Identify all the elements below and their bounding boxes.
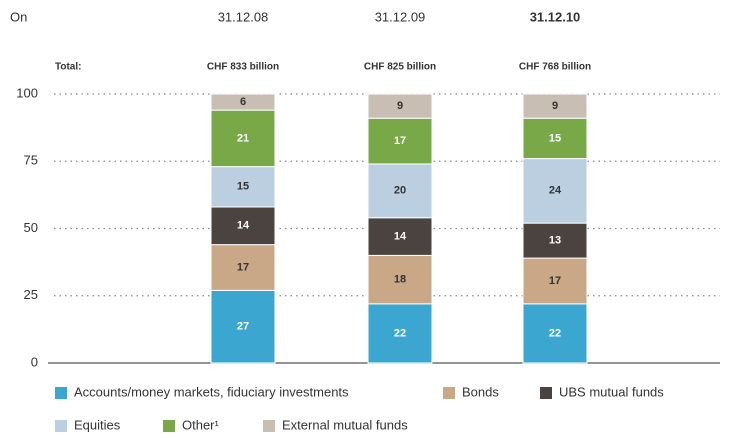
y-tick-label: 100 bbox=[16, 85, 38, 100]
data-label: 14 bbox=[394, 230, 407, 242]
bar-segment bbox=[210, 289, 276, 364]
data-label: 24 bbox=[549, 185, 562, 197]
bar-segment bbox=[522, 222, 588, 259]
data-label: 18 bbox=[394, 274, 406, 286]
totals-label: Total: bbox=[55, 62, 81, 73]
legend-label: Equities bbox=[74, 417, 121, 432]
data-label: 17 bbox=[549, 275, 561, 287]
bar-segment bbox=[367, 163, 433, 219]
y-tick-label: 25 bbox=[24, 287, 38, 302]
legend-label: External mutual funds bbox=[282, 417, 408, 432]
bar-segment bbox=[367, 217, 433, 256]
total-label: CHF 833 billion bbox=[207, 62, 279, 73]
legend-label: Other¹ bbox=[182, 417, 220, 432]
data-label: 9 bbox=[397, 100, 403, 112]
data-label: 13 bbox=[549, 235, 561, 247]
bar-segment bbox=[522, 117, 588, 160]
total-label: CHF 825 billion bbox=[364, 62, 436, 73]
data-label: 27 bbox=[237, 321, 249, 333]
bar-segment bbox=[210, 93, 276, 111]
legend-swatch bbox=[55, 387, 67, 399]
data-label: 15 bbox=[237, 181, 249, 193]
bar-segment bbox=[210, 109, 276, 168]
legend-label: Bonds bbox=[462, 384, 499, 399]
category-label: 31.12.08 bbox=[218, 9, 269, 24]
bar-segment bbox=[210, 166, 276, 208]
y-tick-label: 50 bbox=[24, 220, 38, 235]
bar-segment bbox=[522, 93, 588, 119]
legend-swatch bbox=[263, 420, 275, 432]
data-label: 17 bbox=[237, 261, 249, 273]
bar-segment bbox=[367, 254, 433, 305]
legend-swatch bbox=[163, 420, 175, 432]
legend-label: UBS mutual funds bbox=[559, 384, 664, 399]
legend-swatch bbox=[540, 387, 552, 399]
y-tick-label: 75 bbox=[24, 153, 38, 168]
bar-segment bbox=[522, 257, 588, 305]
data-label: 22 bbox=[394, 327, 406, 339]
total-label: CHF 768 billion bbox=[519, 62, 591, 73]
category-label: 31.12.09 bbox=[375, 9, 426, 24]
header-label: On bbox=[10, 9, 27, 24]
data-label: 20 bbox=[394, 185, 406, 197]
legend-swatch bbox=[55, 420, 67, 432]
category-label: 31.12.10 bbox=[530, 9, 581, 24]
bar-segment bbox=[367, 303, 433, 364]
y-tick-label: 0 bbox=[31, 354, 38, 369]
bar-segment bbox=[367, 117, 433, 165]
data-label: 22 bbox=[549, 327, 561, 339]
data-label: 9 bbox=[552, 100, 558, 112]
legend-swatch bbox=[443, 387, 455, 399]
bar-segment bbox=[522, 158, 588, 224]
legend-label: Accounts/money markets, fiduciary invest… bbox=[74, 384, 349, 399]
data-label: 14 bbox=[237, 220, 250, 232]
bar-segment bbox=[367, 93, 433, 119]
data-label: 6 bbox=[240, 96, 246, 108]
data-label: 15 bbox=[549, 132, 561, 144]
data-label: 21 bbox=[237, 132, 249, 144]
bar-segment bbox=[210, 244, 276, 291]
bar-segment bbox=[210, 206, 276, 246]
data-label: 17 bbox=[394, 135, 406, 147]
bar-segment bbox=[522, 303, 588, 364]
